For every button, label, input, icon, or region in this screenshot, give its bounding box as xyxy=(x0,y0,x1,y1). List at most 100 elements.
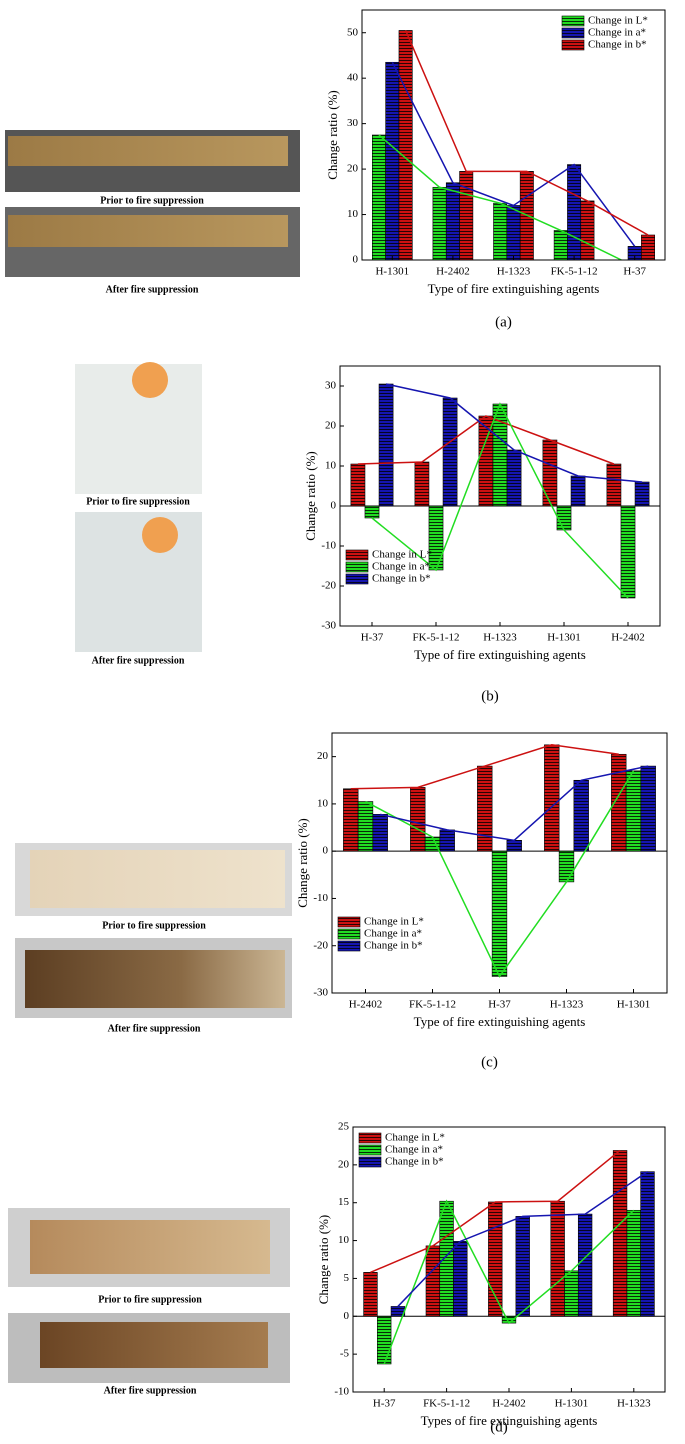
bar xyxy=(515,1216,530,1317)
bar xyxy=(577,1213,593,1317)
x-tick-label: H-1323 xyxy=(483,632,517,644)
legend-label: Change in a* xyxy=(385,1144,443,1156)
legend-swatch xyxy=(358,1144,382,1156)
bar xyxy=(432,186,447,261)
bar xyxy=(564,1270,579,1317)
y-tick-label: -20 xyxy=(313,939,328,951)
series-line xyxy=(371,402,629,599)
panel-label: (c) xyxy=(481,1054,498,1070)
x-axis-label: Type of fire extinguishing agents xyxy=(414,647,586,662)
bar xyxy=(445,182,460,261)
y-tick-label: -20 xyxy=(321,580,336,592)
bar xyxy=(357,801,374,852)
legend-swatch xyxy=(337,928,361,940)
legend-label: Change in a* xyxy=(364,928,422,940)
y-tick-label: 25 xyxy=(338,1121,350,1133)
y-tick-label: -10 xyxy=(313,892,328,904)
photo-board xyxy=(40,1322,268,1368)
panel-label: (d) xyxy=(490,1419,508,1435)
y-tick-label: -30 xyxy=(313,987,328,999)
photos xyxy=(5,130,300,1383)
bar xyxy=(459,171,474,261)
bar xyxy=(641,234,655,261)
legend-label: Change in a* xyxy=(588,27,646,39)
photo-caption: Prior to fire suppression xyxy=(102,920,206,931)
x-tick-label: H-37 xyxy=(623,266,646,278)
x-tick-label: H-2402 xyxy=(436,266,470,278)
photo-caption: After fire suppression xyxy=(108,1023,201,1034)
photo-caption: Prior to fire suppression xyxy=(98,1294,202,1305)
bar xyxy=(558,850,575,883)
bar xyxy=(477,765,493,852)
legend-swatch xyxy=(337,916,361,928)
photo-caption: After fire suppression xyxy=(92,655,185,666)
y-tick-label: 10 xyxy=(347,208,359,220)
photo-caption: After fire suppression xyxy=(104,1385,197,1396)
bar xyxy=(372,134,386,261)
photo xyxy=(75,512,202,652)
x-tick-label: FK-5-1-12 xyxy=(423,1398,470,1410)
y-tick-label: 0 xyxy=(331,500,337,512)
bar xyxy=(425,1245,441,1317)
legend-swatch xyxy=(345,549,369,561)
bar xyxy=(506,205,521,261)
x-tick-label: H-37 xyxy=(488,999,511,1011)
bar xyxy=(640,765,656,852)
bar xyxy=(439,829,455,852)
legend-swatch xyxy=(358,1132,382,1144)
legend-swatch xyxy=(561,15,585,27)
x-tick-label: H-37 xyxy=(373,1398,396,1410)
bar xyxy=(385,61,400,261)
bar xyxy=(372,814,388,852)
x-tick-label: FK-5-1-12 xyxy=(409,999,456,1011)
series-line xyxy=(370,1149,621,1274)
y-tick-label: 0 xyxy=(323,845,329,857)
bar xyxy=(398,30,413,261)
legend-label: Change in b* xyxy=(364,940,423,952)
legend-swatch xyxy=(337,940,361,952)
bar xyxy=(625,770,642,852)
legend-label: Change in L* xyxy=(588,15,648,27)
series-line xyxy=(378,134,622,261)
photo-board xyxy=(30,1220,270,1274)
legend-label: Change in b* xyxy=(372,573,431,585)
photo-caption: Prior to fire suppression xyxy=(86,496,190,507)
bar xyxy=(634,481,650,507)
series-line xyxy=(391,61,636,247)
bar xyxy=(491,850,508,977)
bar xyxy=(544,744,560,852)
photo-detail xyxy=(132,362,168,398)
x-tick-label: FK-5-1-12 xyxy=(551,266,598,278)
bar xyxy=(556,505,572,531)
y-tick-label: 30 xyxy=(325,380,337,392)
y-axis-label: Change ratio (%) xyxy=(325,90,340,180)
y-axis-label: Change ratio (%) xyxy=(316,1215,331,1305)
legend-label: Change in L* xyxy=(372,549,432,561)
bar xyxy=(442,397,458,507)
bar xyxy=(493,202,508,261)
bar xyxy=(439,1200,454,1317)
photo-board xyxy=(8,136,288,166)
bar xyxy=(626,1209,641,1317)
bar xyxy=(580,200,595,261)
x-tick-label: H-1301 xyxy=(617,999,651,1011)
legend-label: Change in b* xyxy=(588,39,647,51)
x-tick-label: H-2402 xyxy=(349,999,383,1011)
bar xyxy=(542,439,558,507)
photo-board xyxy=(8,215,288,247)
bar xyxy=(550,1200,565,1317)
series-line xyxy=(357,415,615,465)
legend-swatch xyxy=(345,561,369,573)
x-tick-label: H-1323 xyxy=(617,1398,651,1410)
y-tick-label: 20 xyxy=(317,750,329,762)
x-axis-label: Type of fire extinguishing agents xyxy=(428,281,600,296)
y-tick-label: -10 xyxy=(321,540,336,552)
x-tick-label: H-1323 xyxy=(497,266,531,278)
legend-label: Change in b* xyxy=(385,1156,444,1168)
x-tick-label: H-1301 xyxy=(547,632,581,644)
bar xyxy=(506,449,522,507)
photo-board xyxy=(25,950,285,1008)
y-axis-label: Change ratio (%) xyxy=(295,818,310,908)
legend-swatch xyxy=(358,1156,382,1168)
